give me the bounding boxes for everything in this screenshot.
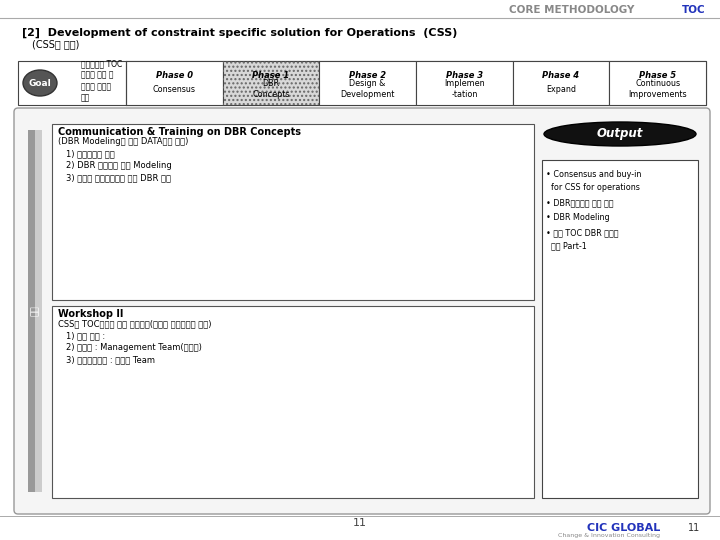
Text: • Consensus and buy-in: • Consensus and buy-in [546, 170, 642, 179]
Text: 훈련 Part-1: 훈련 Part-1 [546, 241, 587, 250]
Text: 담당: 담당 [30, 306, 40, 316]
Text: (CSS의 개발): (CSS의 개발) [32, 39, 79, 49]
Bar [320, 61, 416, 105]
Bar [52, 306, 534, 498]
Text: CSS의 TOC개념에 대한 기본훈련(컴퓨터 시뮬레이션 사용): CSS의 TOC개념에 대한 기본훈련(컴퓨터 시뮬레이션 사용) [58, 319, 212, 328]
Text: • DBR Modeling: • DBR Modeling [546, 213, 610, 222]
Text: [2]  Development of constraint specific solution for Operations  (CSS): [2] Development of constraint specific s… [22, 28, 457, 38]
Bar [222, 61, 320, 105]
Text: Continuous
Improvements: Continuous Improvements [629, 79, 687, 99]
Text: Expand: Expand [546, 84, 576, 93]
Text: 1) 패러다임의 변화: 1) 패러다임의 변화 [66, 150, 114, 159]
Text: Workshop II: Workshop II [58, 309, 123, 319]
Text: Design &
Development: Design & Development [341, 79, 395, 99]
Text: Implemen
-tation: Implemen -tation [444, 79, 485, 99]
Text: Goal: Goal [29, 78, 51, 87]
Text: 11: 11 [353, 518, 367, 528]
Bar [52, 124, 534, 300]
Text: Communication & Training on DBR Concepts: Communication & Training on DBR Concepts [58, 127, 301, 137]
Text: 3) 컴퓨터 시뮬레이션을 통한 DBR 이해: 3) 컴퓨터 시뮬레이션을 통한 DBR 이해 [66, 173, 171, 183]
Text: CORE METHODOLOGY: CORE METHODOLOGY [509, 5, 638, 15]
Text: Phase 5: Phase 5 [639, 71, 676, 80]
Ellipse shape [23, 70, 57, 96]
Text: Phase 2: Phase 2 [349, 71, 386, 80]
Text: Change & Innovation Consulting: Change & Innovation Consulting [558, 534, 660, 538]
Text: • DBR프로젝트 팀의 임명: • DBR프로젝트 팀의 임명 [546, 198, 613, 207]
Text: DBR
Concepts: DBR Concepts [252, 79, 289, 99]
Bar [35, 130, 42, 492]
Text: Phase 0: Phase 0 [156, 71, 193, 80]
Text: 3) 퍼실리테이터 : 콘설팅 Team: 3) 퍼실리테이터 : 콘설팅 Team [66, 355, 155, 364]
Bar [28, 130, 35, 492]
Bar [126, 61, 222, 105]
Bar [609, 61, 706, 105]
Bar [416, 61, 513, 105]
Text: Output: Output [597, 127, 643, 140]
Text: 11: 11 [688, 523, 700, 533]
Text: Consensus: Consensus [153, 84, 196, 93]
Text: Phase 1: Phase 1 [253, 71, 289, 80]
Bar [18, 61, 706, 105]
Bar [513, 61, 609, 105]
FancyBboxPatch shape [14, 108, 710, 514]
Text: • 내부 TOC DBR 전문가: • 내부 TOC DBR 전문가 [546, 228, 618, 237]
Text: 2) DBR 시스템을 위한 Modeling: 2) DBR 시스템을 위한 Modeling [66, 161, 172, 171]
Text: CIC GLOBAL: CIC GLOBAL [587, 523, 660, 533]
Text: 경영진과의 TOC
추진을 위한 공
감대와 목표의
정의: 경영진과의 TOC 추진을 위한 공 감대와 목표의 정의 [81, 59, 122, 103]
Ellipse shape [544, 122, 696, 146]
Text: (DBR Modeling을 위한 DATA조사 분석): (DBR Modeling을 위한 DATA조사 분석) [58, 138, 189, 146]
Text: Phase 3: Phase 3 [446, 71, 483, 80]
Text: 2) 참석자 : Management Team(관리자): 2) 참석자 : Management Team(관리자) [66, 343, 202, 352]
Bar [542, 160, 698, 498]
Text: 1) 소요 기간 :: 1) 소요 기간 : [66, 331, 105, 340]
Text: TOC: TOC [683, 5, 706, 15]
Bar [222, 61, 320, 105]
Text: Phase 4: Phase 4 [542, 71, 580, 80]
Text: for CSS for operations: for CSS for operations [546, 183, 640, 192]
